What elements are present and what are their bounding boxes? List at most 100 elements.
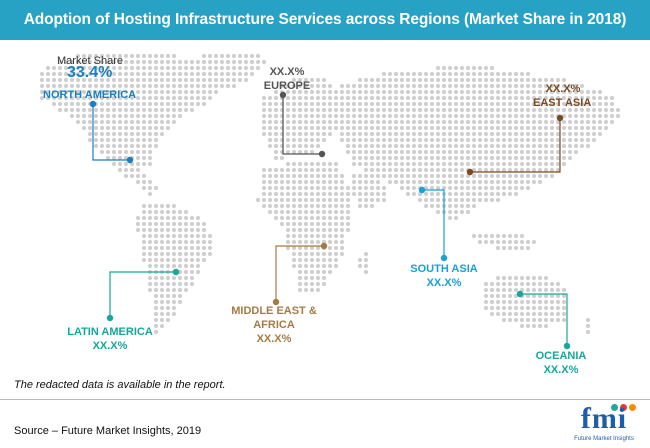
map-dot [333, 215, 339, 221]
map-dot [285, 95, 291, 101]
map-dot [357, 191, 363, 197]
map-dot [141, 65, 147, 71]
map-dot [393, 83, 399, 89]
map-dot [183, 71, 189, 77]
map-dot [327, 179, 333, 185]
map-dot [555, 149, 561, 155]
map-dot [201, 83, 207, 89]
map-dot [381, 137, 387, 143]
map-dot [519, 185, 525, 191]
map-dot [459, 203, 465, 209]
map-dot [555, 107, 561, 113]
map-dot [117, 65, 123, 71]
map-dot [393, 77, 399, 83]
map-dot [405, 155, 411, 161]
map-dot [153, 275, 159, 281]
map-dot [183, 89, 189, 95]
map-dot [513, 101, 519, 107]
map-dot [495, 137, 501, 143]
map-dot [501, 245, 507, 251]
map-dot [531, 311, 537, 317]
map-dot [315, 275, 321, 281]
map-dot [111, 113, 117, 119]
map-dot [483, 125, 489, 131]
map-dot [171, 107, 177, 113]
map-dot [123, 137, 129, 143]
map-dot [327, 227, 333, 233]
map-dot [201, 227, 207, 233]
map-dot [489, 119, 495, 125]
map-dot [525, 149, 531, 155]
map-dot [153, 251, 159, 257]
map-dot [165, 275, 171, 281]
map-dot [495, 107, 501, 113]
map-dot [309, 107, 315, 113]
map-dot [189, 77, 195, 83]
map-dot [447, 167, 453, 173]
map-dot [477, 77, 483, 83]
map-dot [333, 251, 339, 257]
map-dot [501, 137, 507, 143]
map-dot [495, 191, 501, 197]
map-dot [153, 65, 159, 71]
map-dot [483, 77, 489, 83]
map-dot [69, 77, 75, 83]
map-dot [177, 245, 183, 251]
map-dot [291, 161, 297, 167]
europe-label-marker [279, 91, 287, 99]
map-dot [507, 281, 513, 287]
map-dot [285, 143, 291, 149]
map-dot [261, 167, 267, 173]
map-dot [585, 125, 591, 131]
map-dot [513, 275, 519, 281]
map-dot [477, 191, 483, 197]
map-dot [327, 263, 333, 269]
map-dot [183, 257, 189, 263]
map-dot [405, 71, 411, 77]
map-dot [525, 323, 531, 329]
map-dot [153, 293, 159, 299]
map-dot [519, 77, 525, 83]
map-dot [543, 311, 549, 317]
map-dot [363, 191, 369, 197]
map-dot [537, 173, 543, 179]
map-dot [561, 77, 567, 83]
logo-dot-orange [629, 404, 636, 411]
map-dot [87, 131, 93, 137]
map-dot [165, 119, 171, 125]
map-dot [507, 71, 513, 77]
map-dot [159, 83, 165, 89]
map-dot [411, 143, 417, 149]
map-dot [309, 101, 315, 107]
map-dot [69, 65, 75, 71]
map-dot [303, 131, 309, 137]
map-dot [303, 173, 309, 179]
map-dot [99, 65, 105, 71]
map-dot [351, 191, 357, 197]
map-dot [321, 203, 327, 209]
map-dot [489, 311, 495, 317]
map-dot [159, 251, 165, 257]
map-dot [447, 179, 453, 185]
map-dot [519, 83, 525, 89]
map-dot [387, 161, 393, 167]
map-dot [279, 191, 285, 197]
map-dot [585, 107, 591, 113]
map-dot [351, 83, 357, 89]
map-dot [513, 137, 519, 143]
map-dot [153, 215, 159, 221]
map-dot [291, 107, 297, 113]
map-dot [93, 131, 99, 137]
map-dot [507, 311, 513, 317]
map-dot [273, 173, 279, 179]
map-dot [411, 107, 417, 113]
map-dot [447, 191, 453, 197]
map-dot [471, 107, 477, 113]
map-dot [495, 71, 501, 77]
map-dot [501, 281, 507, 287]
map-dot [303, 83, 309, 89]
map-dot [195, 269, 201, 275]
map-dot [177, 107, 183, 113]
map-dot [147, 137, 153, 143]
map-dot [315, 101, 321, 107]
